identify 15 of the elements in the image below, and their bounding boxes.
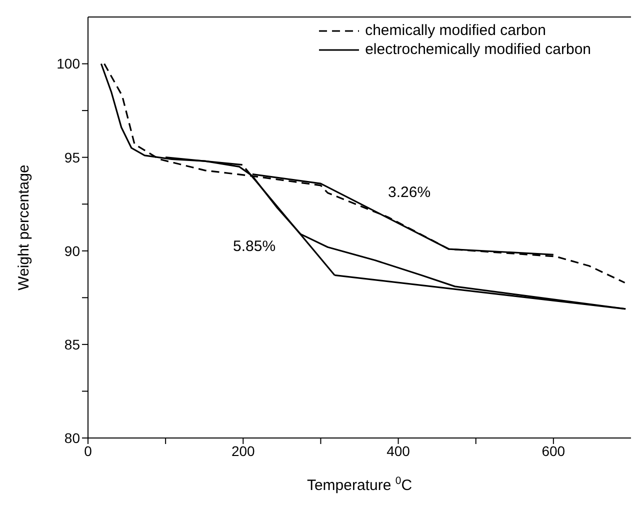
legend-label: chemically modified carbon bbox=[365, 22, 546, 39]
y-tick-label: 80 bbox=[64, 430, 80, 446]
x-tick-label: 0 bbox=[84, 442, 92, 459]
x-axis-title: Temperature $^{0}$C bbox=[306, 475, 412, 494]
y-tick-label: 95 bbox=[64, 149, 80, 166]
y-tick-label: 90 bbox=[64, 242, 80, 259]
y-axis-title: Weight percentage bbox=[15, 164, 32, 290]
annotation: 5.85% bbox=[233, 238, 276, 255]
x-tick-label: 200 bbox=[231, 442, 256, 459]
x-tick-label: 400 bbox=[386, 442, 410, 459]
x-tick-label: 600 bbox=[542, 442, 566, 459]
y-tick-label: 85 bbox=[64, 336, 80, 352]
y-tick-label: 100 bbox=[56, 56, 80, 72]
annotation: 3.26% bbox=[388, 184, 431, 201]
legend-label: electrochemically modified carbon bbox=[365, 41, 591, 58]
